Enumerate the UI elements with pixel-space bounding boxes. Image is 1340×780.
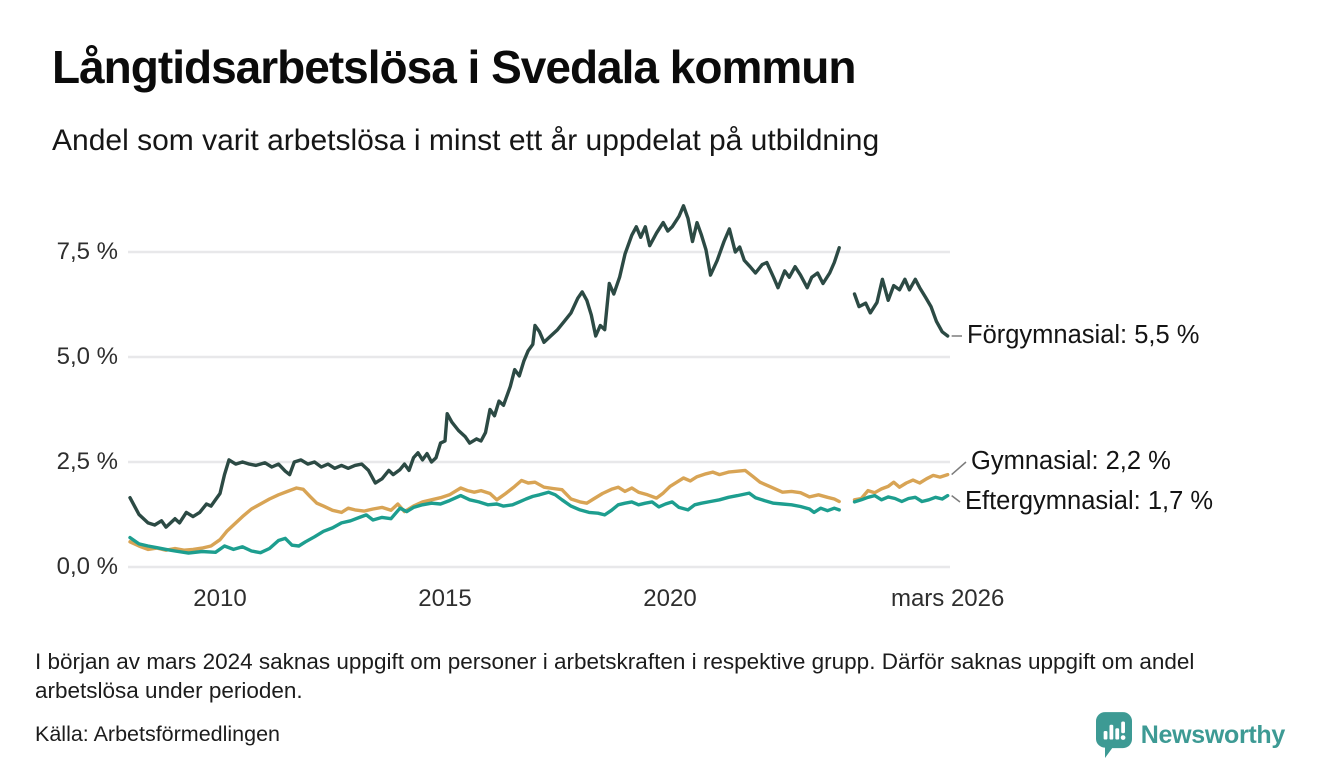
source-attribution: Källa: Arbetsförmedlingen <box>35 722 281 746</box>
bar-chart-speech-bubble-icon <box>1095 712 1132 758</box>
series-line-gymnasial <box>852 472 950 502</box>
label-leader-line <box>951 461 967 476</box>
footnote: I början av mars 2024 saknas uppgift om … <box>35 649 1195 703</box>
chart-subtitle: Andel som varit arbetslösa i minst ett å… <box>52 124 880 157</box>
series-line-eftergymnasial <box>128 490 841 555</box>
newsworthy-logo: Newsworthy <box>1095 712 1286 759</box>
x-axis-tick-label: 2020 <box>643 585 697 612</box>
series-line-gymnasial <box>128 468 841 552</box>
page-title: Långtidsarbetslösa i Svedala kommun <box>52 41 856 93</box>
x-axis-tick-label: 2015 <box>418 585 472 612</box>
series-line-förgymnasial <box>128 204 841 529</box>
newsworthy-wordmark: Newsworthy <box>1140 721 1286 749</box>
x-axis-tick-label: 2010 <box>193 585 247 612</box>
label-leader-line <box>951 495 961 503</box>
y-axis-tick-label: 0,0 % <box>56 553 118 580</box>
series-line-eftergymnasial <box>852 493 950 504</box>
y-axis-tick-label: 5,0 % <box>56 343 118 370</box>
y-axis-tick-label: 2,5 % <box>56 448 118 475</box>
series-end-label-gymnasial: Gymnasial: 2,2 % <box>971 446 1171 475</box>
series-end-label-forgymnasial: Förgymnasial: 5,5 % <box>967 320 1200 349</box>
series-end-label-eftergymnasial: Eftergymnasial: 1,7 % <box>965 486 1214 515</box>
x-axis-tick-label: mars 2026 <box>890 585 1005 612</box>
series-line-förgymnasial <box>852 277 950 338</box>
y-axis-tick-label: 7,5 % <box>56 238 118 265</box>
